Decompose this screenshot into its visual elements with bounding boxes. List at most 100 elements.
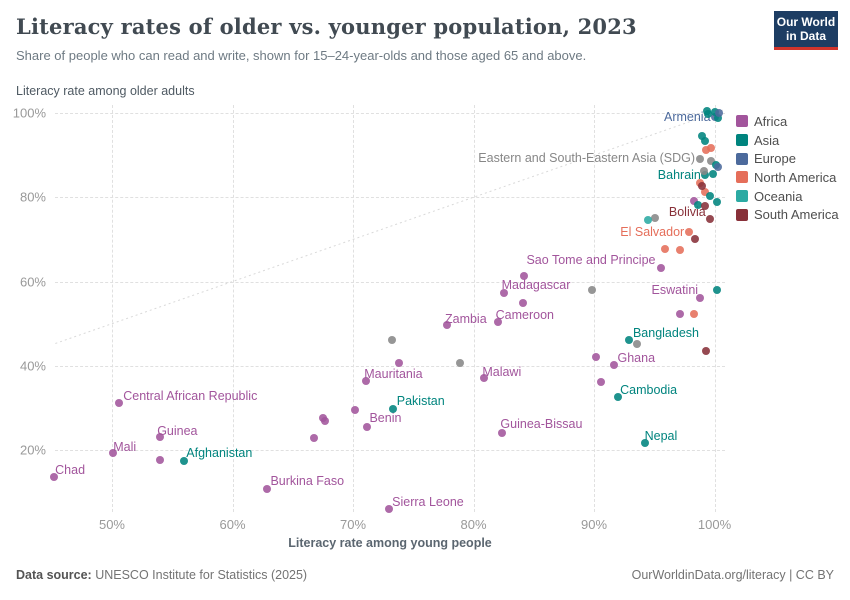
data-point[interactable] [715,109,724,117]
data-point-eswatini[interactable] [696,294,705,303]
point-label-cameroon[interactable]: Cameroon [495,307,554,322]
data-point-bangladesh[interactable] [624,335,633,344]
point-label-el-salvador[interactable]: El Salvador [620,224,685,239]
data-point[interactable] [706,157,715,166]
point-label-mauritania[interactable]: Mauritania [364,366,423,381]
point-label-malawi[interactable]: Malawi [482,364,522,379]
data-point-guinea[interactable] [156,433,165,442]
point-label-bolivia[interactable]: Bolivia [668,205,706,220]
data-point[interactable] [651,214,660,223]
data-point[interactable] [690,197,699,206]
data-point[interactable] [710,107,719,116]
data-point-guinea-bissau[interactable] [498,428,507,437]
data-point[interactable] [156,455,165,464]
data-point-cambodia[interactable] [614,392,623,401]
legend-item-north-america[interactable]: North America [736,168,839,187]
data-point-sao-tome-and-principe[interactable] [657,264,666,273]
data-point[interactable] [700,202,709,211]
data-point-sierra-leone[interactable] [385,505,394,514]
point-label-madagascar[interactable]: Madagascar [501,277,571,292]
point-label-sao-tome-and-principe[interactable]: Sao Tome and Principe [526,253,656,268]
data-point[interactable] [706,143,715,152]
data-point-nepal[interactable] [640,438,649,447]
data-point[interactable] [310,433,319,442]
point-label-central-african-republic[interactable]: Central African Republic [123,388,258,403]
point-label-cambodia[interactable]: Cambodia [620,382,678,397]
data-point[interactable] [597,378,606,387]
data-point[interactable] [700,188,709,197]
point-label-chad[interactable]: Chad [55,463,86,478]
data-point-madagascar[interactable] [499,288,508,297]
data-point[interactable] [714,114,723,123]
data-point[interactable] [702,146,711,155]
data-point-malawi[interactable] [480,373,489,382]
data-point[interactable] [709,170,718,179]
data-point[interactable] [387,336,396,345]
data-point[interactable] [644,216,653,225]
data-point-bahrain[interactable] [700,170,709,179]
data-point[interactable] [712,285,721,294]
data-point[interactable] [592,353,601,362]
data-point[interactable] [675,246,684,255]
license-link[interactable]: OurWorldinData.org/literacy | CC BY [631,568,834,582]
data-point[interactable] [712,197,721,206]
point-label-guinea[interactable]: Guinea [157,424,198,439]
data-point[interactable] [700,137,709,146]
data-point[interactable] [698,182,707,191]
data-point[interactable] [714,162,723,171]
data-point[interactable] [705,192,714,200]
data-point-burkina-faso[interactable] [263,484,272,493]
data-point[interactable] [699,167,708,176]
data-point[interactable] [693,200,702,209]
data-point-pakistan[interactable] [388,404,397,413]
owid-logo[interactable]: Our World in Data [774,11,838,50]
data-point-eastern-and-south-eastern-asia-sdg[interactable] [696,154,705,163]
point-label-afghanistan[interactable]: Afghanistan [186,446,253,461]
legend-item-south-america[interactable]: South America [736,205,839,224]
data-point[interactable] [456,358,465,367]
data-point-ghana[interactable] [610,360,619,369]
data-point[interactable] [394,359,403,368]
point-label-eastern-and-south-eastern-asia-sdg[interactable]: Eastern and South-Eastern Asia (SDG) [478,150,696,165]
point-label-nepal[interactable]: Nepal [644,428,678,443]
data-point[interactable] [690,309,699,318]
data-point[interactable] [698,132,707,141]
data-point[interactable] [691,235,700,244]
data-point-mali[interactable] [109,449,118,458]
data-point-mauritania[interactable] [362,376,371,385]
data-point[interactable] [633,340,642,349]
legend-item-oceania[interactable]: Oceania [736,187,839,206]
data-point[interactable] [702,347,711,356]
data-point-afghanistan[interactable] [180,457,189,466]
data-point[interactable] [587,285,596,294]
point-label-ghana[interactable]: Ghana [617,350,656,365]
data-point[interactable] [703,106,712,115]
data-point[interactable] [661,244,670,253]
data-point[interactable] [520,272,529,281]
legend-item-asia[interactable]: Asia [736,131,839,150]
legend-item-africa[interactable]: Africa [736,112,839,131]
point-label-burkina-faso[interactable]: Burkina Faso [270,473,345,488]
point-label-armenia[interactable]: Armenia [663,110,711,125]
point-label-bangladesh[interactable]: Bangladesh [632,325,699,340]
data-point-benin[interactable] [363,422,372,431]
point-label-pakistan[interactable]: Pakistan [396,393,445,408]
point-label-zambia[interactable]: Zambia [444,311,487,326]
point-label-mali[interactable]: Mali [113,440,137,455]
data-point[interactable] [351,405,360,414]
data-point-cameroon[interactable] [493,317,502,326]
point-label-sierra-leone[interactable]: Sierra Leone [392,495,464,510]
point-label-guinea-bissau[interactable]: Guinea-Bissau [500,416,583,431]
point-label-bahrain[interactable]: Bahrain [657,167,701,182]
data-point-zambia[interactable] [442,320,451,329]
data-point-el-salvador[interactable] [685,227,694,236]
data-point-central-african-republic[interactable] [115,398,124,407]
point-label-benin[interactable]: Benin [369,410,402,425]
data-point-chad[interactable] [50,473,59,482]
data-point-bolivia[interactable] [705,215,714,224]
data-point[interactable] [675,309,684,318]
data-point[interactable] [518,299,527,308]
legend-item-europe[interactable]: Europe [736,149,839,168]
point-label-eswatini[interactable]: Eswatini [651,283,699,298]
data-point[interactable] [321,417,330,426]
